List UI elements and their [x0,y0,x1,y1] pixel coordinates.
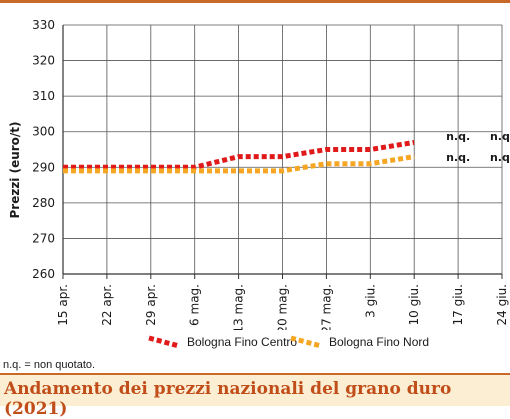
y-tick-label: 330 [32,18,55,32]
legend-item-centro: Bologna Fino Centro [147,333,297,351]
x-tick-label: 17 giu. [451,284,465,325]
x-tick-label: 29 apr. [144,284,158,326]
line-chart: 260 270 280 290 300 310 320 330 15 apr. 22 apr. 29… [8,18,510,330]
footnote: n.q. = non quotato. [3,359,96,371]
series-line-0 [63,139,415,170]
x-tick-label: 13 mag. [232,284,246,330]
y-tick-label: 270 [32,231,55,245]
title-band: Andamento dei prezzi nazionali del grano… [0,373,510,419]
y-tick-label: 320 [32,54,55,68]
x-tick-label: 20 mag. [276,284,290,330]
nq-label: n.q. [490,130,510,143]
label-layer: 260 270 280 290 300 310 320 330 15 apr. 22 apr. 29… [32,18,510,330]
y-tick-label: 290 [32,160,55,174]
top-rule [0,0,510,3]
nq-label: n.q. [446,130,470,143]
grid-layer [62,24,503,275]
nq-label: n.q. [446,151,470,164]
x-tick-label: 15 apr. [56,284,70,326]
legend-swatch-centro [148,335,180,349]
legend: Bologna Fino Centro Bologna Fino Nord [0,333,510,351]
y-tick-label: 310 [32,89,55,103]
y-tick-label: 260 [32,267,55,281]
nq-label: n.q. [490,151,510,164]
y-tick-label: 280 [32,196,55,210]
legend-label-nord: Bologna Fino Nord [329,335,430,349]
x-tick-label: 22 apr. [100,284,114,326]
series-layer [63,139,415,174]
x-tick-label: 10 giu. [407,284,421,325]
chart-title: Andamento dei prezzi nazionali del grano… [4,379,452,419]
x-tick-label: 6 mag. [188,284,202,326]
y-axis-title: Prezzi (euro/t) [8,121,22,218]
x-tick-label: 27 mag. [319,284,333,330]
series-line-1 [63,154,415,174]
x-tick-label: 24 giu. [495,284,509,325]
y-tick-label: 300 [32,125,55,139]
axis-layer [62,25,503,279]
x-tick-label: 3 giu. [363,284,377,318]
legend-swatch-nord [290,335,322,349]
legend-label-centro: Bologna Fino Centro [187,335,298,349]
legend-item-nord: Bologna Fino Nord [289,333,429,351]
